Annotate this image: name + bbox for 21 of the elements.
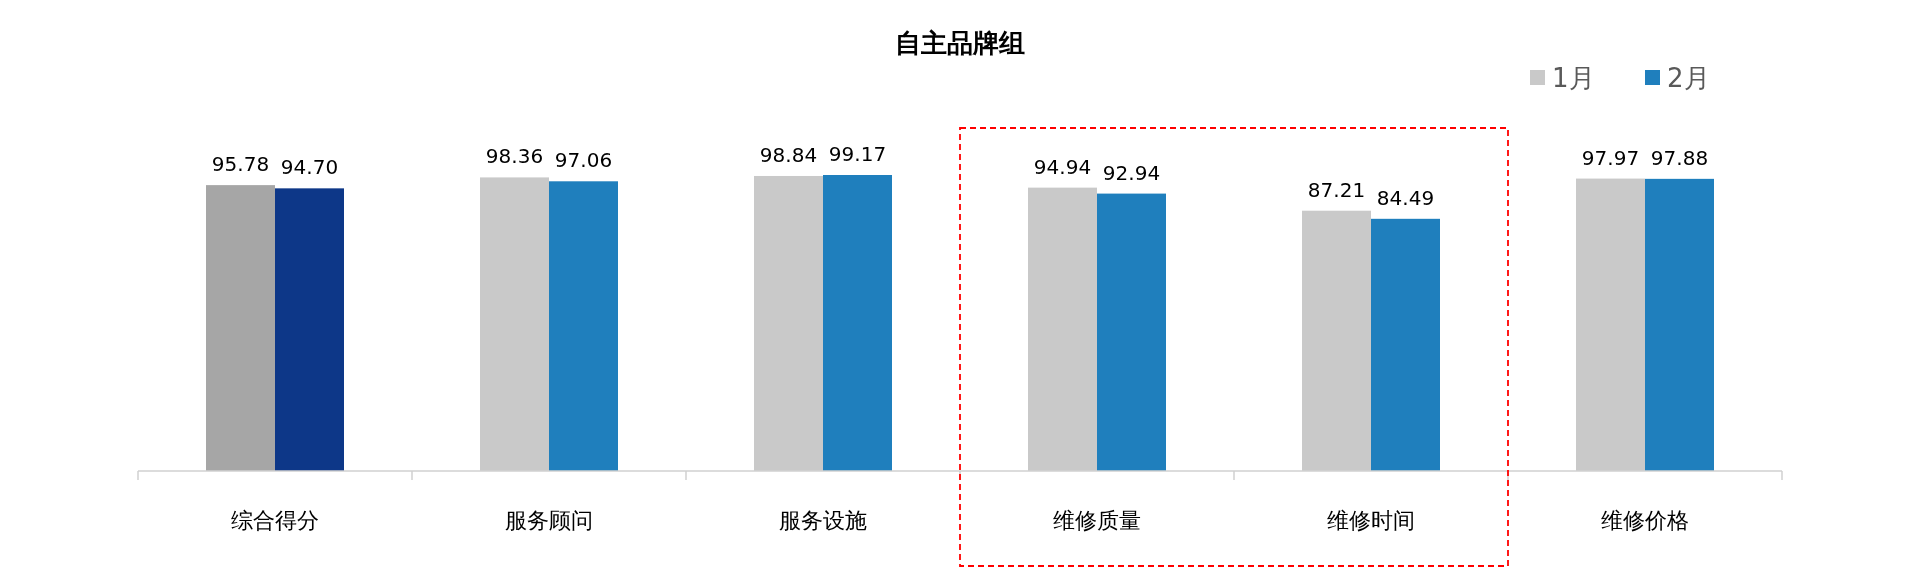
data-label: 98.36 [485, 144, 544, 169]
x-tick-label: 维修质量 [1053, 508, 1141, 533]
chart-title: 自主品牌组 [895, 28, 1025, 58]
data-label: 95.78 [211, 152, 270, 177]
data-label: 87.21 [1307, 177, 1366, 202]
legend-label: 2月 [1667, 63, 1710, 93]
data-label: 98.84 [759, 142, 818, 167]
x-tick-label: 维修价格 [1601, 508, 1689, 533]
x-tick-label: 服务顾问 [505, 508, 593, 533]
data-label: 97.88 [1650, 145, 1709, 170]
x-tick-label: 综合得分 [231, 508, 319, 533]
data-label: 84.49 [1376, 185, 1435, 210]
legend-label: 1月 [1552, 63, 1595, 93]
data-label: 92.94 [1102, 160, 1161, 185]
data-label: 94.70 [280, 155, 339, 180]
data-label: 99.17 [828, 142, 887, 166]
x-tick-label: 服务设施 [779, 508, 867, 533]
data-label: 97.97 [1581, 145, 1640, 170]
x-tick-label: 维修时间 [1327, 508, 1415, 533]
data-label: 94.94 [1033, 154, 1092, 179]
data-label: 97.06 [554, 148, 613, 173]
